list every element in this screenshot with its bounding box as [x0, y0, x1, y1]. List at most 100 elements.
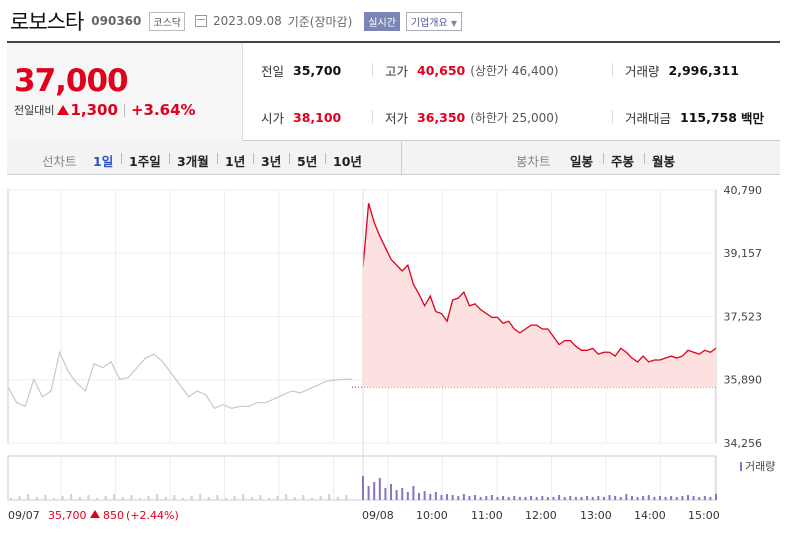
stat-value: 115,758	[680, 110, 737, 125]
volume-bar	[328, 494, 331, 500]
price-chart-svg: 40,790 39,157 37,523 35,890 34,256 거래량 09/07 09…	[7, 184, 775, 522]
stock-header: 로보스타 090360 코스닥 2023.09.08 기준(장마감) 실시간 기…	[10, 8, 463, 34]
tab-weekly[interactable]: 주봉	[611, 154, 635, 169]
current-price-box: 37,000 전일대비 1,300 +3.64%	[7, 43, 243, 141]
volume-bar	[293, 497, 296, 500]
calendar-icon	[195, 15, 207, 27]
volume-bar	[242, 494, 245, 500]
volume-bar	[625, 494, 628, 500]
tab-10y[interactable]: 10년	[333, 154, 362, 169]
volume-bar	[675, 497, 678, 500]
stat-prev-close: 전일 35,700	[261, 61, 341, 80]
chevron-down-icon: ▼	[450, 18, 458, 28]
tab-1y[interactable]: 1년	[225, 154, 246, 169]
tab-3m[interactable]: 3개월	[177, 154, 209, 169]
volume-bar	[373, 482, 376, 500]
volume-bar	[216, 495, 219, 500]
volume-bar	[104, 496, 107, 500]
company-overview-button[interactable]: 기업개요 ▼	[405, 11, 463, 31]
volume-bar	[27, 494, 30, 500]
volume-bar	[130, 495, 133, 500]
volume-bar	[139, 498, 141, 500]
tab-monthly[interactable]: 월봉	[652, 154, 676, 169]
volume-bar	[664, 497, 667, 500]
realtime-button[interactable]: 실시간	[364, 11, 400, 31]
volume-bar	[147, 496, 150, 500]
volume-bar	[87, 495, 90, 500]
tab-1d[interactable]: 1일	[93, 154, 114, 169]
volume-bar	[502, 496, 505, 500]
volume-bar	[524, 497, 527, 500]
stat-high: 고가 40,650 (상한가 46,400)	[385, 61, 559, 80]
price-chart[interactable]: 40,790 39,157 37,523 35,890 34,256 거래량 09/07 09…	[0, 175, 787, 540]
volume-bar	[647, 495, 650, 500]
volume-bar	[395, 490, 398, 500]
stat-value: 36,350	[417, 110, 466, 125]
volume-bar	[412, 486, 415, 500]
volume-bar	[709, 497, 712, 500]
y-tick-label: 40,790	[724, 184, 763, 197]
y-tick-label: 35,890	[724, 374, 763, 387]
volume-bar	[429, 494, 432, 500]
tab-3y[interactable]: 3년	[261, 154, 282, 169]
volume-bar	[715, 494, 717, 500]
volume-bar	[182, 498, 184, 500]
volume-bar	[199, 494, 202, 500]
stat-amount: 거래대금 115,758 백만	[625, 108, 764, 127]
volume-bar	[285, 494, 288, 500]
tab-daily[interactable]: 일봉	[570, 154, 594, 169]
current-price: 37,000	[14, 63, 129, 99]
prev-day-line	[7, 350, 352, 410]
tab-5y[interactable]: 5년	[297, 154, 318, 169]
tab-1w[interactable]: 1주일	[129, 154, 161, 169]
volume-bar	[268, 498, 270, 500]
stat-divider	[612, 110, 613, 124]
volume-bar	[259, 495, 262, 500]
volume-bar	[406, 492, 409, 500]
x-tick-label: 13:00	[580, 509, 612, 522]
volume-bar	[485, 496, 488, 500]
volume-bar	[490, 495, 493, 500]
volume-bar	[507, 497, 510, 500]
volume-bar	[434, 492, 437, 500]
x-tick-label: 14:00	[634, 509, 666, 522]
volume-bar	[535, 497, 538, 500]
volume-bar	[653, 497, 656, 500]
volume-bar	[319, 496, 322, 500]
volume-bar	[530, 496, 533, 500]
volume-bar	[446, 494, 449, 500]
upper-limit: (상한가 46,400)	[470, 64, 559, 78]
volume-bar	[698, 497, 701, 500]
volume-bar	[18, 496, 21, 500]
volume-bar	[513, 496, 516, 500]
tab-divider	[121, 153, 122, 164]
stat-value: 40,650	[417, 63, 466, 78]
volume-bar	[642, 496, 645, 500]
quote-date: 2023.09.08	[213, 14, 282, 28]
x-tick-label: 09/08	[362, 509, 394, 522]
stat-divider	[372, 110, 373, 124]
volume-bar	[619, 497, 622, 500]
volume-bar	[121, 497, 124, 500]
volume-bar	[250, 497, 253, 500]
volume-bar	[602, 497, 605, 500]
volume-bar	[468, 496, 471, 500]
volume-bar	[580, 497, 583, 500]
volume-bar	[345, 495, 348, 500]
stat-volume: 거래량 2,996,311	[625, 61, 739, 80]
line-chart-label: 선차트	[42, 154, 77, 169]
stat-low: 저가 36,350 (하한가 25,000)	[385, 108, 559, 127]
volume-bar	[591, 497, 594, 500]
prev-day-price: 35,700	[48, 509, 87, 522]
volume-bar	[384, 488, 387, 500]
tab-divider	[644, 153, 645, 164]
tab-divider	[217, 153, 218, 164]
volume-bar	[563, 497, 566, 500]
volume-bar	[546, 497, 549, 500]
change-separator	[123, 103, 125, 117]
volume-legend-label: 거래량	[745, 460, 775, 473]
volume-bar	[686, 495, 689, 500]
volume-bar	[367, 486, 370, 500]
change-amount: 1,300	[70, 101, 118, 119]
volume-bar	[390, 484, 393, 500]
